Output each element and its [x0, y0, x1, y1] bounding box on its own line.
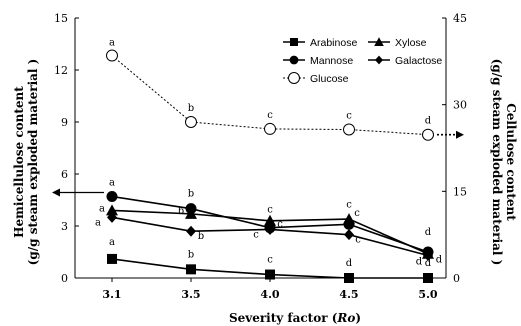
significance-label: b: [188, 103, 194, 114]
axes: 0 3 6 9 12 15 0 15 30 45 3.1 3.5 4.0 4.5 5.0: [52, 12, 467, 301]
series-glucose: a b c c d: [106, 38, 434, 141]
data-point: [107, 211, 117, 223]
data-point: [423, 273, 433, 283]
legend-label: Glucose: [310, 73, 349, 85]
axis-titles: Severity factor (Ro) Hemicellulose conte…: [12, 59, 518, 325]
x-tick-label: 4.0: [260, 288, 279, 301]
significance-label: c: [354, 208, 360, 219]
right-tick-label: 30: [453, 99, 467, 112]
legend-label: Mannose: [310, 55, 353, 67]
significance-label: b: [198, 231, 204, 242]
significance-label: d: [346, 258, 353, 269]
data-point: [106, 191, 118, 203]
data-point: [185, 203, 197, 215]
legend-marker: [375, 55, 383, 65]
series-arabinose: ab c d d: [107, 237, 433, 283]
left-tick-label: 9: [61, 116, 68, 129]
right-axis-title-line2: (g/g steam exploded material ): [490, 59, 504, 266]
data-point: [343, 218, 355, 230]
data-point: [264, 214, 276, 226]
significance-label: d: [425, 227, 432, 238]
significance-label: a: [95, 217, 101, 228]
significance-label: c: [277, 219, 283, 230]
data-point: [265, 223, 275, 235]
right-tick-label: 45: [453, 12, 467, 25]
legend-marker: [374, 37, 384, 46]
left-tick-label: 0: [61, 272, 68, 285]
legend-marker: [288, 72, 300, 84]
significance-label: c: [267, 110, 273, 121]
legend-item-mannose: Mannose: [283, 55, 353, 67]
x-tick-label: 4.5: [339, 288, 358, 301]
significance-label: c: [346, 111, 352, 122]
legend-item-galactose: Galactose: [368, 55, 442, 67]
legend-label: Arabinose: [310, 37, 357, 49]
data-point: [422, 128, 434, 141]
series-line: [111, 55, 429, 136]
legend-label: Galactose: [395, 55, 442, 67]
legend-item-xylose: Xylose: [368, 37, 427, 49]
left-tick-label: 15: [54, 12, 68, 25]
legend-item-glucose: Glucose: [283, 72, 349, 85]
data-point: [106, 49, 118, 62]
x-tick-label: 3.1: [102, 288, 121, 301]
significance-label: c: [267, 255, 273, 266]
significance-label: c: [267, 205, 273, 216]
significance-label: c: [355, 235, 361, 246]
right-axis-title-line1: Cellulose content: [504, 103, 518, 221]
data-point: [265, 269, 275, 280]
significance-label: d: [425, 258, 432, 269]
data-point: [344, 229, 354, 241]
legend-item-arabinose: Arabinose: [283, 37, 357, 49]
x-axis-title: Severity factor (Ro): [229, 311, 361, 325]
data-point: [344, 273, 354, 283]
significance-label: a: [109, 178, 115, 189]
x-tick-label: 3.5: [181, 288, 200, 301]
left-tick-label: 6: [61, 168, 68, 181]
left-axis-title-line2: (g/g steam exploded material ): [26, 59, 40, 266]
series-galactose: a b c c d: [95, 211, 443, 265]
significance-label: c: [346, 199, 352, 210]
legend-label: Xylose: [395, 37, 427, 49]
right-axis-arrow: [437, 130, 464, 139]
left-tick-label: 12: [54, 64, 68, 77]
significance-label: d: [416, 257, 423, 268]
data-point: [186, 264, 196, 275]
data-point: [185, 116, 197, 128]
right-tick-label: 15: [453, 185, 467, 198]
data-point: [343, 123, 355, 136]
significance-label: b: [188, 189, 194, 200]
significance-label: b: [178, 206, 184, 217]
data-point: [107, 253, 117, 264]
significance-label: a: [99, 203, 105, 214]
data-point: [423, 249, 433, 261]
significance-label: b: [188, 249, 194, 260]
left-axis-title-line1: Hemicellulose content: [12, 86, 26, 238]
legend: Arabinose Xylose Mannose Galactose Glucose: [283, 37, 442, 85]
legend-marker: [289, 55, 299, 65]
significance-label: d: [425, 116, 432, 127]
left-tick-label: 3: [61, 220, 68, 233]
significance-label: a: [109, 237, 115, 248]
significance-label: c: [253, 229, 259, 240]
legend-marker: [290, 38, 298, 46]
data-point: [264, 122, 276, 135]
left-axis-arrow: [52, 188, 104, 197]
right-tick-label: 0: [453, 272, 460, 285]
significance-label: d: [436, 254, 443, 265]
significance-label: a: [109, 38, 115, 49]
data-point: [186, 225, 196, 237]
x-tick-label: 5.0: [418, 288, 437, 301]
data-point: [106, 204, 118, 216]
